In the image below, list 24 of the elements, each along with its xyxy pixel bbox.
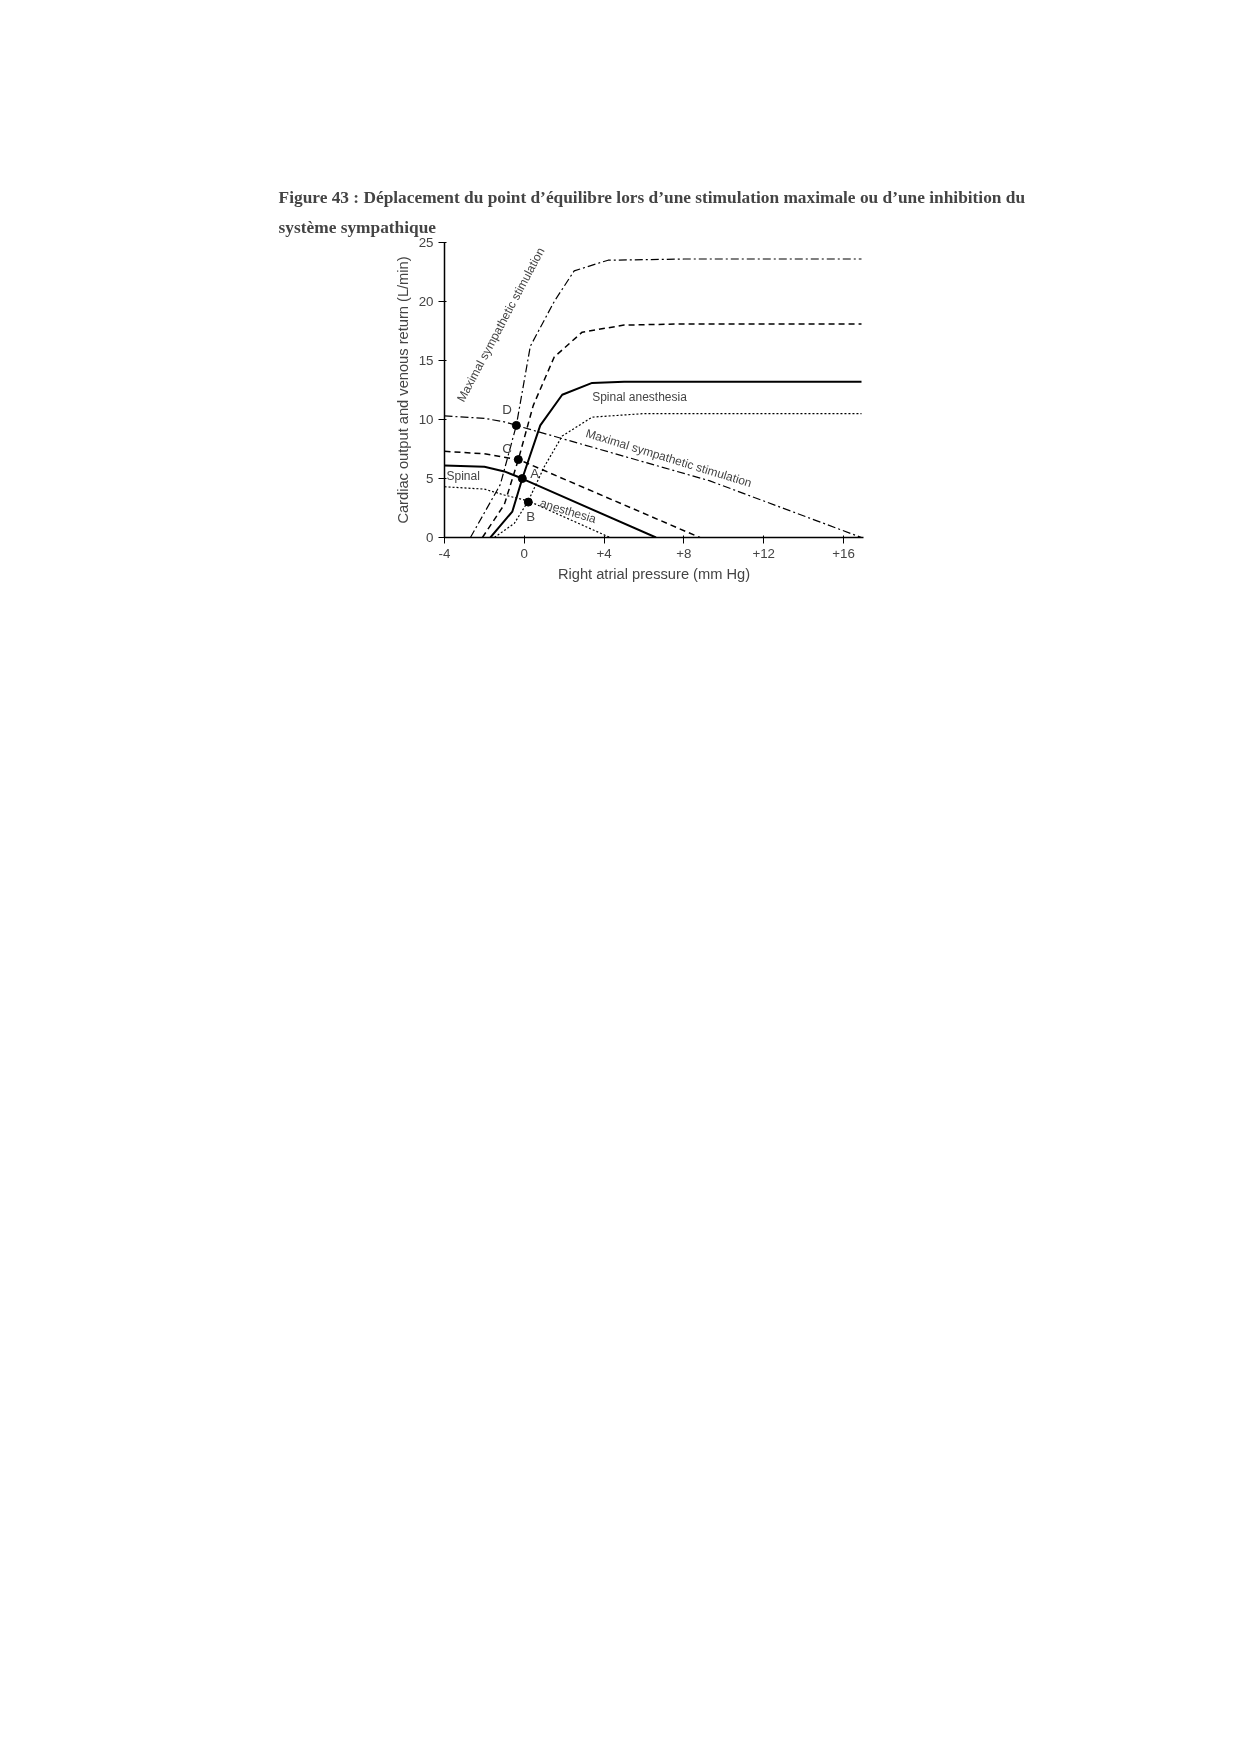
x-tick-label: 0 <box>520 545 529 561</box>
x-axis-title: Right atrial pressure (mm Hg) <box>557 565 751 582</box>
y-axis-title: Cardiac output and venous return (L/min) <box>394 256 411 524</box>
annotation: B <box>526 509 536 525</box>
point <box>513 455 523 465</box>
y-tick-label: 10 <box>418 412 434 427</box>
annotation: C <box>502 440 513 456</box>
point <box>511 420 521 430</box>
annotation: D <box>502 402 512 418</box>
x-tick-label: +12 <box>752 545 776 561</box>
y-tick-label: 20 <box>418 294 434 309</box>
y-tick-label: 5 <box>426 471 434 486</box>
x-tick-label: +16 <box>832 545 855 561</box>
x-tick-label: -4 <box>438 545 452 561</box>
x-tick-label: +4 <box>596 545 613 561</box>
point <box>523 497 533 507</box>
chart-title: Figure 43 : Déplacement du point d’équilibre lors d’une stimulation maximale ou d’une inhibition du système sympathique <box>278 188 1026 238</box>
annotation: Spinal anesthesia <box>592 390 688 405</box>
x-tick-label: +8 <box>676 545 692 561</box>
y-tick-label: 15 <box>418 353 434 368</box>
y-tick-label: 0 <box>426 530 434 545</box>
annotation: Spinal <box>446 469 480 484</box>
point <box>517 474 527 483</box>
annotation: A <box>530 465 540 481</box>
